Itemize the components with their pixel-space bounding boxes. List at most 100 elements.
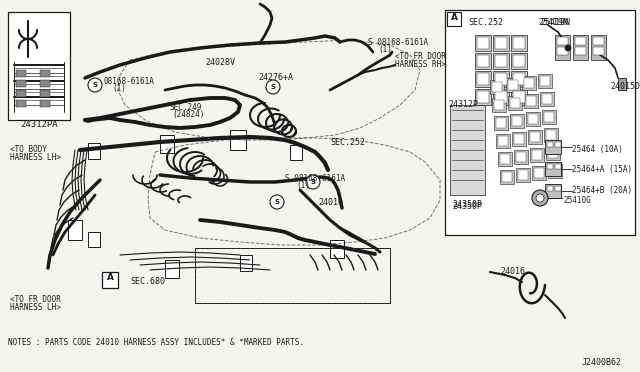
- Bar: [528, 114, 538, 124]
- Text: 24350P: 24350P: [452, 202, 482, 211]
- Text: 25464+B (20A): 25464+B (20A): [572, 186, 632, 195]
- Bar: [500, 154, 510, 164]
- Text: HARNESS RH>: HARNESS RH>: [395, 60, 446, 69]
- Text: (1): (1): [378, 45, 392, 54]
- Text: SEC.249: SEC.249: [170, 103, 202, 112]
- Bar: [530, 148, 544, 162]
- Text: HARNESS LH>: HARNESS LH>: [10, 153, 61, 162]
- Bar: [498, 136, 508, 146]
- Bar: [508, 96, 522, 110]
- Bar: [511, 35, 527, 51]
- Text: S 08168-6161A: S 08168-6161A: [368, 38, 428, 47]
- Bar: [540, 76, 550, 86]
- Bar: [495, 37, 507, 49]
- Text: 08168-6161A: 08168-6161A: [104, 77, 155, 86]
- Text: 24312P: 24312P: [448, 100, 478, 109]
- Bar: [545, 184, 561, 198]
- Bar: [591, 35, 606, 60]
- Text: S: S: [271, 84, 275, 90]
- Text: 24350P: 24350P: [452, 200, 482, 209]
- Bar: [16, 70, 26, 77]
- Bar: [511, 53, 527, 69]
- Bar: [548, 164, 562, 178]
- Bar: [40, 80, 50, 87]
- Bar: [544, 128, 558, 142]
- Bar: [475, 89, 491, 105]
- Bar: [477, 37, 489, 49]
- Text: 24276+A: 24276+A: [258, 73, 293, 82]
- Bar: [545, 162, 561, 176]
- Text: J2400B62: J2400B62: [582, 358, 622, 367]
- Bar: [546, 146, 560, 160]
- Bar: [445, 10, 635, 235]
- Text: S 08168-6161A: S 08168-6161A: [285, 174, 345, 183]
- Circle shape: [565, 45, 571, 51]
- Bar: [557, 47, 568, 55]
- Circle shape: [270, 195, 284, 209]
- Bar: [540, 92, 554, 106]
- Bar: [502, 172, 512, 182]
- Text: (1): (1): [296, 181, 310, 190]
- Bar: [547, 142, 553, 147]
- Bar: [544, 112, 554, 122]
- Bar: [40, 100, 50, 107]
- Bar: [555, 35, 570, 60]
- Bar: [494, 100, 504, 110]
- Bar: [495, 55, 507, 67]
- Bar: [547, 186, 553, 191]
- Bar: [447, 12, 461, 26]
- Bar: [518, 170, 528, 180]
- Bar: [514, 134, 524, 144]
- Bar: [573, 35, 588, 60]
- Text: (1): (1): [112, 84, 126, 93]
- Bar: [542, 110, 556, 124]
- Bar: [546, 130, 556, 140]
- Bar: [618, 78, 626, 90]
- Bar: [511, 71, 527, 87]
- Bar: [8, 12, 70, 120]
- Circle shape: [536, 194, 544, 202]
- Bar: [575, 37, 586, 45]
- Bar: [513, 73, 525, 85]
- Bar: [494, 116, 508, 130]
- Text: A: A: [451, 13, 458, 22]
- Text: HARNESS LH>: HARNESS LH>: [10, 303, 61, 312]
- Bar: [593, 47, 604, 55]
- Bar: [16, 90, 26, 97]
- Bar: [493, 35, 509, 51]
- Bar: [526, 112, 540, 126]
- Bar: [495, 73, 507, 85]
- Bar: [534, 168, 544, 178]
- Text: S: S: [310, 179, 316, 185]
- Bar: [496, 134, 510, 148]
- Bar: [510, 114, 524, 128]
- Bar: [550, 166, 560, 176]
- Bar: [506, 78, 520, 92]
- Text: SEC.680: SEC.680: [130, 277, 165, 286]
- Bar: [290, 145, 302, 160]
- Circle shape: [266, 80, 280, 94]
- Bar: [512, 132, 526, 146]
- Bar: [555, 142, 561, 147]
- Bar: [532, 150, 542, 160]
- Bar: [493, 71, 509, 87]
- Bar: [500, 170, 514, 184]
- Circle shape: [306, 175, 320, 189]
- Bar: [547, 164, 553, 169]
- Bar: [513, 91, 525, 103]
- Text: A: A: [106, 273, 113, 282]
- Bar: [555, 164, 561, 169]
- Bar: [532, 166, 546, 180]
- Text: 24015D: 24015D: [610, 82, 640, 91]
- Bar: [557, 37, 568, 45]
- Text: 25410G: 25410G: [563, 196, 591, 205]
- Text: <TO BODY: <TO BODY: [10, 145, 47, 154]
- Bar: [495, 91, 507, 103]
- Bar: [493, 53, 509, 69]
- Bar: [513, 55, 525, 67]
- Bar: [68, 220, 82, 240]
- Bar: [475, 53, 491, 69]
- Bar: [548, 148, 558, 158]
- Bar: [524, 78, 534, 88]
- Text: NOTES : PARTS CODE 24010 HARNESS ASSY INCLUDES* & *MARKED PARTS.: NOTES : PARTS CODE 24010 HARNESS ASSY IN…: [8, 338, 304, 347]
